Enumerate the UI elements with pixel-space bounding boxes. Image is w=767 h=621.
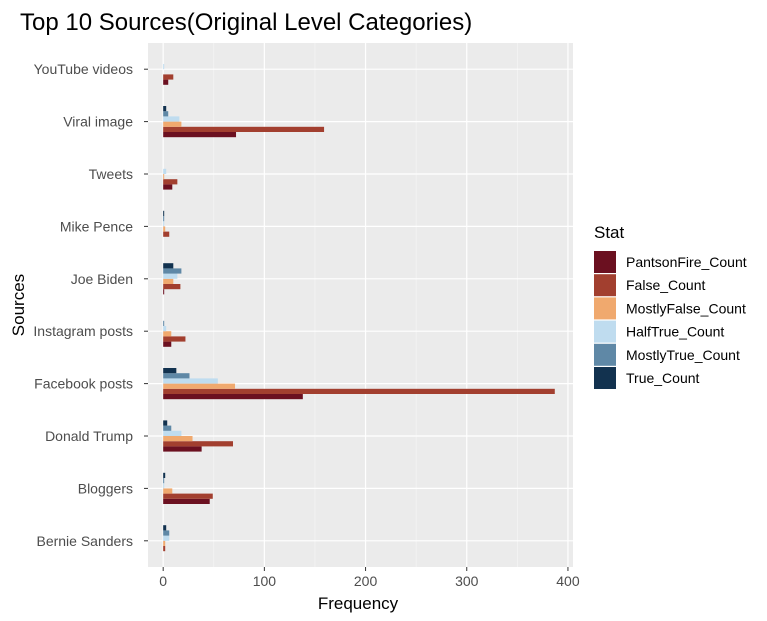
bar [163,546,166,552]
bar [163,221,165,227]
bar [163,184,173,190]
bar [163,425,172,431]
legend-label: True_Count [626,370,700,386]
bar [163,226,166,232]
legend-label: False_Count [626,277,705,293]
bar [163,498,210,504]
legend-title: Stat [594,223,625,242]
bar [163,174,165,180]
bar [163,74,174,80]
y-tick-label: Bernie Sanders [36,533,133,549]
bar [163,64,165,70]
bar [163,284,181,290]
bar [163,116,180,122]
x-tick-label: 0 [159,573,167,589]
bar [163,289,165,295]
bar [163,383,236,389]
y-tick-label: Tweets [89,166,133,182]
x-tick-label: 100 [253,573,277,589]
bar [163,394,303,400]
legend-key [594,251,616,273]
legend-key [594,274,616,297]
bar [163,79,169,85]
bar [163,525,167,531]
legend: Stat PantsonFire_Count False_Count MostlyF… [594,223,747,389]
bar [163,378,218,384]
bar [163,168,167,174]
bar [163,535,170,541]
legend-key [594,367,616,389]
legend-key [594,297,616,320]
bar [163,488,173,494]
bar [163,446,202,452]
bars [163,64,555,552]
y-axis: Bernie Sanders Bloggers Donald Trump Facebo… [33,61,148,549]
bar [163,263,174,269]
bar [163,210,165,216]
y-tick-label: Viral image [63,114,133,130]
legend-label: MostlyFalse_Count [626,300,746,316]
bar [163,326,167,332]
y-tick-label: Bloggers [78,480,133,496]
legend-label: MostlyTrue_Count [626,347,740,363]
grid-major [148,43,573,567]
y-tick-label: Instagram posts [33,323,133,339]
bar [163,436,193,442]
bar [163,483,165,489]
legend-label: HalfTrue_Count [626,324,724,340]
x-axis: 0 100 200 300 400 [159,567,580,589]
x-tick-label: 300 [455,573,479,589]
y-tick-label: YouTube videos [34,61,133,77]
bar [163,179,178,185]
y-tick-label: Mike Pence [60,218,133,234]
bar [163,373,190,379]
bar [163,388,555,394]
bar [163,472,166,478]
y-tick-label: Joe Biden [71,271,133,287]
chart-title: Top 10 Sources(Original Level Categories… [20,9,472,36]
bar [163,420,168,426]
y-tick-label: Facebook posts [34,376,133,392]
bar [163,341,172,347]
bar [163,132,237,138]
bar [163,540,166,546]
bar [163,493,213,499]
legend-label: PantsonFire_Count [626,254,747,270]
bar [163,331,172,337]
bar [163,111,169,117]
legend-key [594,343,616,366]
bar [163,478,165,484]
bar [163,278,174,284]
y-axis-title: Sources [9,274,28,336]
bar [163,336,186,342]
bar [163,121,182,127]
bar [163,320,165,326]
x-tick-label: 400 [556,573,580,589]
bar [163,126,325,132]
x-axis-title: Frequency [318,594,399,613]
bar [163,530,170,536]
bar [163,231,170,237]
legend-key [594,320,616,343]
bar [163,268,182,274]
bar [163,216,165,222]
bar [163,430,182,436]
bar [163,368,177,374]
bar [163,273,178,279]
x-tick-label: 200 [354,573,378,589]
bar [163,106,167,112]
bar [163,441,233,447]
y-tick-label: Donald Trump [45,428,133,444]
